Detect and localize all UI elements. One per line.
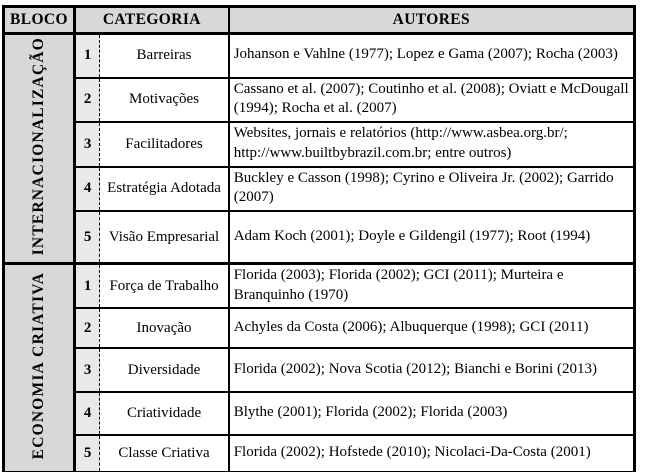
category-cell: Motivações xyxy=(99,76,230,123)
header-row: BLOCO CATEGORIA AUTORES xyxy=(3,6,635,35)
category-cell: Classe Criativa xyxy=(99,434,230,472)
row-number: 3 xyxy=(74,347,101,393)
block-name-vertical-text: ECONOMIA CRIATIVA xyxy=(30,271,48,459)
row-number: 2 xyxy=(74,307,101,349)
row-number: 4 xyxy=(74,165,101,212)
table-row: INTERNACIONALIZAÇÃO 1 Barreiras Johanson… xyxy=(3,32,635,264)
authors-cell: Achyles da Costa (2006); Albuquerque (19… xyxy=(228,307,635,349)
table-row: 5 Visão Empresarial Adam Koch (2001); Do… xyxy=(4,210,635,264)
row-number: 1 xyxy=(74,32,101,78)
row-number: 5 xyxy=(74,434,101,472)
category-cell: Criatividade xyxy=(99,391,230,436)
authors-cell: Websites, jornais e relatórios (http://w… xyxy=(228,121,635,167)
authors-cell: Cassano et al. (2007); Coutinho et al. (… xyxy=(228,76,635,123)
category-cell: Visão Empresarial xyxy=(99,210,230,264)
row-number: 5 xyxy=(74,210,101,264)
table-row: 2 Motivações Cassano et al. (2007); Cout… xyxy=(4,76,635,123)
authors-cell: Johanson e Vahlne (1977); Lopez e Gama (… xyxy=(228,32,635,78)
table-row: 4 Criatividade Blythe (2001); Florida (2… xyxy=(4,391,635,436)
row-number: 3 xyxy=(74,121,101,167)
category-cell: Facilitadores xyxy=(99,121,230,167)
block-label-economia-criativa: ECONOMIA CRIATIVA xyxy=(3,261,76,472)
row-number: 2 xyxy=(74,76,101,123)
authors-cell: Buckley e Casson (1998); Cyrino e Olivei… xyxy=(228,165,635,212)
block-name-vertical-text: INTERNACIONALIZAÇÃO xyxy=(30,36,48,256)
category-cell: Barreiras xyxy=(99,32,230,78)
authors-cell: Florida (2003); Florida (2002); GCI (201… xyxy=(228,261,635,309)
authors-cell: Florida (2002); Nova Scotia (2012); Bian… xyxy=(228,347,635,393)
category-cell: Força de Trabalho xyxy=(99,261,230,309)
authors-cell: Florida (2002); Hofstede (2010); Nicolac… xyxy=(228,434,635,472)
block-label-internacionalizacao: INTERNACIONALIZAÇÃO xyxy=(3,32,76,264)
table-row: 3 Facilitadores Websites, jornais e rela… xyxy=(4,121,635,167)
category-cell: Estratégia Adotada xyxy=(99,165,230,212)
table-row: 2 Inovação Achyles da Costa (2006); Albu… xyxy=(4,307,635,349)
table-row: 4 Estratégia Adotada Buckley e Casson (1… xyxy=(4,165,635,212)
column-header-categoria: CATEGORIA xyxy=(74,6,230,35)
literature-review-table: BLOCO CATEGORIA AUTORES INTERNACIONALIZA… xyxy=(2,5,636,472)
authors-cell: Adam Koch (2001); Doyle e Gildengil (197… xyxy=(228,210,635,264)
row-number: 1 xyxy=(74,261,101,309)
column-header-bloco: BLOCO xyxy=(3,6,76,35)
column-header-autores: AUTORES xyxy=(228,6,635,35)
table-row: 5 Classe Criativa Florida (2002); Hofste… xyxy=(4,434,635,472)
row-number: 4 xyxy=(74,391,101,436)
table-row: 3 Diversidade Florida (2002); Nova Scoti… xyxy=(4,347,635,393)
category-cell: Inovação xyxy=(99,307,230,349)
authors-cell: Blythe (2001); Florida (2002); Florida (… xyxy=(228,391,635,436)
table-row: ECONOMIA CRIATIVA 1 Força de Trabalho Fl… xyxy=(3,261,635,472)
category-cell: Diversidade xyxy=(99,347,230,393)
